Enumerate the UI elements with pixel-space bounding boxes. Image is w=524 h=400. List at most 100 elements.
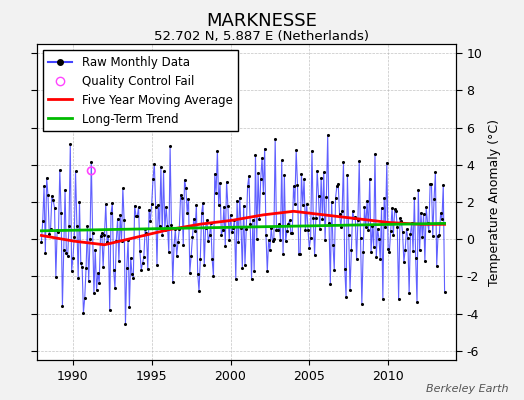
Point — [383, 159, 391, 166]
Point — [237, 224, 245, 231]
Point — [115, 258, 123, 264]
Point — [177, 192, 185, 198]
Point — [83, 223, 92, 229]
Point — [179, 242, 188, 248]
Point — [48, 192, 56, 199]
Point — [296, 251, 304, 257]
Point — [141, 225, 149, 232]
Point — [169, 279, 177, 286]
Point — [178, 195, 186, 201]
Point — [359, 248, 367, 255]
Point — [341, 266, 349, 272]
Point — [103, 239, 111, 245]
Point — [143, 230, 151, 236]
Point — [166, 143, 174, 150]
Point — [78, 264, 86, 270]
Point — [39, 218, 47, 225]
Point — [234, 238, 243, 245]
Point — [374, 226, 382, 232]
Point — [419, 211, 428, 217]
Point — [242, 226, 250, 232]
Point — [367, 249, 375, 256]
Point — [206, 220, 215, 227]
Point — [108, 200, 116, 207]
Point — [439, 182, 447, 188]
Point — [362, 224, 370, 230]
Point — [158, 231, 167, 238]
Point — [204, 238, 212, 244]
Point — [225, 237, 233, 243]
Point — [62, 250, 71, 256]
Point — [411, 255, 420, 262]
Point — [308, 148, 316, 154]
Point — [75, 199, 84, 205]
Point — [322, 194, 331, 200]
Point — [151, 204, 160, 210]
Point — [299, 202, 307, 208]
Point — [423, 219, 432, 226]
Point — [354, 216, 362, 223]
Point — [388, 205, 396, 212]
Point — [328, 199, 336, 205]
Point — [100, 232, 108, 238]
Point — [268, 238, 277, 244]
Point — [279, 250, 287, 257]
Point — [440, 288, 449, 295]
Point — [432, 263, 441, 270]
Point — [77, 260, 85, 266]
Point — [326, 280, 334, 287]
Point — [209, 273, 217, 279]
Point — [137, 266, 145, 273]
Point — [347, 246, 356, 253]
Point — [211, 171, 219, 177]
Point — [44, 192, 52, 198]
Point — [379, 296, 387, 302]
Point — [353, 256, 361, 263]
Point — [174, 239, 182, 246]
Point — [250, 268, 258, 274]
Point — [41, 250, 50, 256]
Point — [274, 227, 282, 233]
Point — [245, 173, 253, 179]
Point — [266, 247, 274, 253]
Point — [435, 231, 443, 238]
Point — [356, 235, 365, 242]
Point — [385, 248, 394, 255]
Point — [125, 304, 134, 310]
Point — [413, 299, 421, 305]
Point — [305, 245, 313, 251]
Point — [254, 170, 263, 176]
Point — [309, 215, 318, 221]
Point — [334, 180, 342, 187]
Point — [344, 232, 353, 238]
Point — [196, 256, 204, 262]
Point — [336, 224, 345, 230]
Point — [329, 241, 337, 248]
Point — [99, 264, 107, 270]
Point — [339, 159, 347, 165]
Point — [134, 204, 143, 210]
Point — [238, 265, 246, 272]
Point — [260, 145, 269, 152]
Point — [265, 237, 273, 243]
Point — [330, 267, 339, 274]
Point — [287, 230, 295, 237]
Point — [333, 183, 341, 189]
Point — [191, 228, 199, 234]
Point — [187, 253, 195, 259]
Point — [400, 259, 408, 265]
Point — [241, 261, 249, 268]
Point — [438, 216, 446, 222]
Point — [302, 200, 311, 207]
Point — [358, 301, 366, 308]
Point — [307, 235, 315, 241]
Point — [161, 226, 169, 233]
Point — [267, 225, 276, 231]
Point — [94, 270, 102, 276]
Point — [244, 183, 252, 190]
Point — [132, 212, 140, 219]
Point — [262, 232, 270, 238]
Point — [422, 204, 430, 210]
Point — [397, 218, 406, 224]
Point — [220, 203, 228, 210]
